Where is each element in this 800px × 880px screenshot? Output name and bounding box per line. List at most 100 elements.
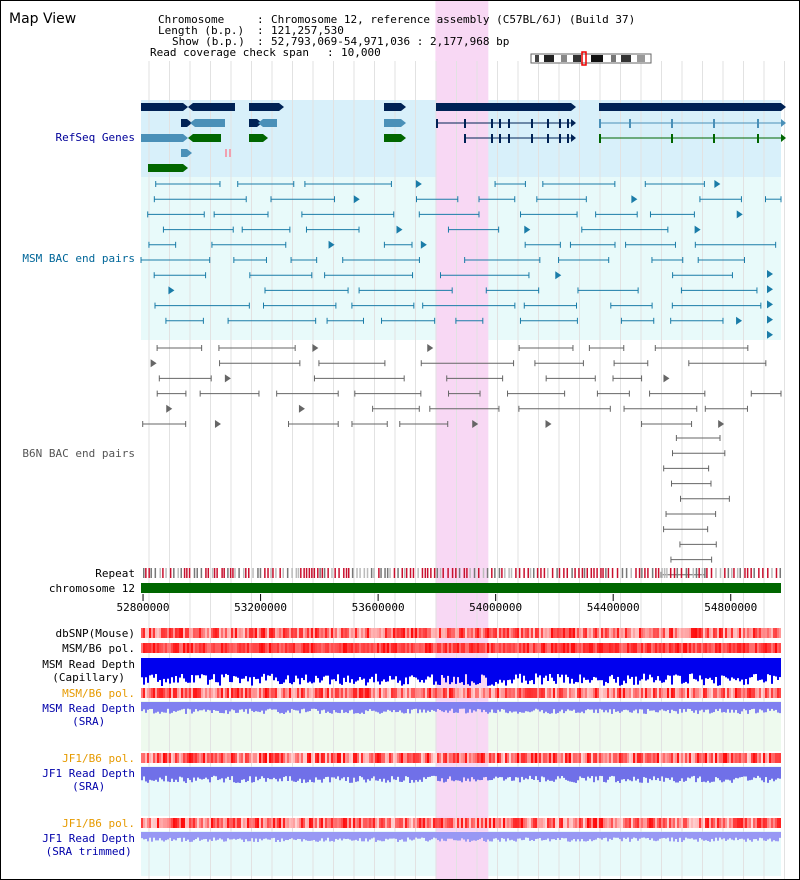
- jf1-trim-depth-bar: [369, 832, 371, 840]
- track-label-msm-depth-capillary[interactable]: MSM Read Depth (Capillary): [42, 658, 135, 684]
- msm-pol-cell: [157, 643, 159, 653]
- track-label-jf1-depth-sra[interactable]: JF1 Read Depth (SRA): [42, 767, 135, 793]
- dbsnp-cell: [197, 628, 199, 638]
- jf1-sra-depth-bar: [641, 767, 643, 783]
- dbsnp-cell: [651, 628, 653, 638]
- repeat-element: [165, 568, 167, 578]
- refseq-gene-exon: [508, 119, 510, 128]
- jf1-sra-depth-bar: [481, 767, 483, 780]
- msm-pol-cell: [277, 688, 279, 698]
- track-label-repeat[interactable]: Repeat: [95, 567, 135, 580]
- msm-pol-cell: [759, 688, 761, 698]
- msm-pol-cell: [217, 643, 219, 653]
- page-title: Map View: [9, 11, 77, 27]
- track-label-jf1-pol-1[interactable]: JF1/B6 pol.: [62, 752, 135, 765]
- msm-sra-depth-bar: [565, 702, 567, 712]
- track-label-dbsnp[interactable]: dbSNP(Mouse): [55, 627, 135, 640]
- msm-pol-cell: [579, 688, 581, 698]
- msm-depth-bar: [551, 658, 553, 678]
- msm-depth-bar: [349, 658, 351, 683]
- jf1-pol-cell: [309, 753, 311, 763]
- jf1-sra-depth-bar: [567, 767, 569, 781]
- jf1-trim-depth-bar: [469, 832, 471, 842]
- msm-pol-cell: [575, 643, 577, 653]
- jf1-pol-cell: [715, 818, 717, 828]
- jf1-pol-cell: [319, 753, 321, 763]
- dbsnp-cell: [365, 628, 367, 638]
- track-label-b6n-bac[interactable]: B6N BAC end pairs: [22, 447, 135, 460]
- msm-sra-depth-bar: [597, 702, 599, 714]
- jf1-pol-cell: [421, 818, 423, 828]
- track-label-msm-bac[interactable]: MSM BAC end pairs: [22, 252, 135, 265]
- jf1-pol-cell: [603, 818, 605, 828]
- jf1-trim-depth-bar: [705, 832, 707, 841]
- msm-depth-bar: [369, 658, 371, 679]
- msm-sra-depth-bar: [607, 702, 609, 713]
- repeat-element: [710, 568, 713, 578]
- msm-sra-depth-bar: [613, 702, 615, 710]
- jf1-sra-depth-bar: [531, 767, 533, 780]
- jf1-trim-depth-bar: [223, 832, 225, 842]
- jf1-sra-depth-bar: [303, 767, 305, 780]
- msm-depth-bar: [267, 658, 269, 676]
- jf1-sra-depth-bar: [399, 767, 401, 782]
- track-label-msm-pol-2[interactable]: MSM/B6 pol.: [62, 687, 135, 700]
- jf1-pol-cell: [649, 753, 651, 763]
- msm-pol-cell: [287, 688, 289, 698]
- jf1-pol-cell: [295, 753, 297, 763]
- msm-depth-bar: [169, 658, 171, 684]
- repeat-element: [409, 568, 412, 578]
- msm-pol-cell: [171, 688, 173, 698]
- msm-sra-depth-bar: [415, 702, 417, 709]
- msm-pol-cell: [673, 688, 675, 698]
- jf1-trim-depth-bar: [659, 832, 661, 839]
- msm-depth-bar: [441, 658, 443, 676]
- msm-pol-cell: [457, 643, 459, 653]
- jf1-sra-depth-bar: [619, 767, 621, 783]
- msm-pol-cell: [383, 643, 385, 653]
- jf1-trim-depth-bar: [207, 832, 209, 842]
- track-label-jf1-pol-2[interactable]: JF1/B6 pol.: [62, 817, 135, 830]
- msm-pol-cell: [501, 643, 503, 653]
- track-label-refseq[interactable]: RefSeq Genes: [55, 131, 135, 144]
- jf1-pol-cell: [495, 818, 497, 828]
- refseq-gene-exon: [547, 119, 549, 128]
- jf1-pol-cell: [295, 818, 297, 828]
- repeat-element: [586, 568, 589, 578]
- jf1-pol-cell: [277, 818, 279, 828]
- msm-sra-depth-bar: [677, 702, 679, 714]
- msm-sra-depth-bar: [729, 702, 731, 713]
- repeat-element: [605, 568, 607, 578]
- jf1-pol-cell: [365, 818, 367, 828]
- msm-bac-pair-marker: [736, 316, 743, 325]
- dbsnp-cell: [683, 628, 685, 638]
- jf1-pol-cell: [365, 753, 367, 763]
- repeat-element: [200, 568, 203, 578]
- dbsnp-cell: [363, 628, 365, 638]
- track-label-msm-pol-1[interactable]: MSM/B6 pol.: [62, 642, 135, 655]
- jf1-sra-depth-bar: [501, 767, 503, 778]
- axis-tick-label: 52800000: [116, 601, 170, 614]
- repeat-element: [556, 568, 558, 578]
- msm-pol-cell: [271, 688, 273, 698]
- msm-sra-depth-bar: [619, 702, 621, 713]
- gene: [249, 103, 279, 111]
- jf1-pol-cell: [179, 818, 181, 828]
- jf1-trim-depth-bar: [299, 832, 301, 840]
- jf1-trim-depth-bar: [379, 832, 381, 841]
- dbsnp-cell: [727, 628, 729, 638]
- msm-depth-bar: [677, 658, 679, 676]
- track-label-msm-depth-sra[interactable]: MSM Read Depth (SRA): [42, 702, 135, 728]
- msm-sra-depth-bar: [337, 702, 339, 713]
- track-label-jf1-depth-trimmed[interactable]: JF1 Read Depth (SRA trimmed): [42, 832, 135, 858]
- msm-pol-cell: [233, 643, 235, 653]
- msm-pol-cell: [545, 643, 547, 653]
- jf1-sra-depth-bar: [469, 767, 471, 782]
- msm-pol-cell: [361, 643, 363, 653]
- jf1-trim-depth-bar: [597, 832, 599, 838]
- jf1-pol-cell: [713, 818, 715, 828]
- repeat-element: [213, 568, 216, 578]
- repeat-element: [143, 568, 145, 578]
- jf1-pol-cell: [693, 818, 695, 828]
